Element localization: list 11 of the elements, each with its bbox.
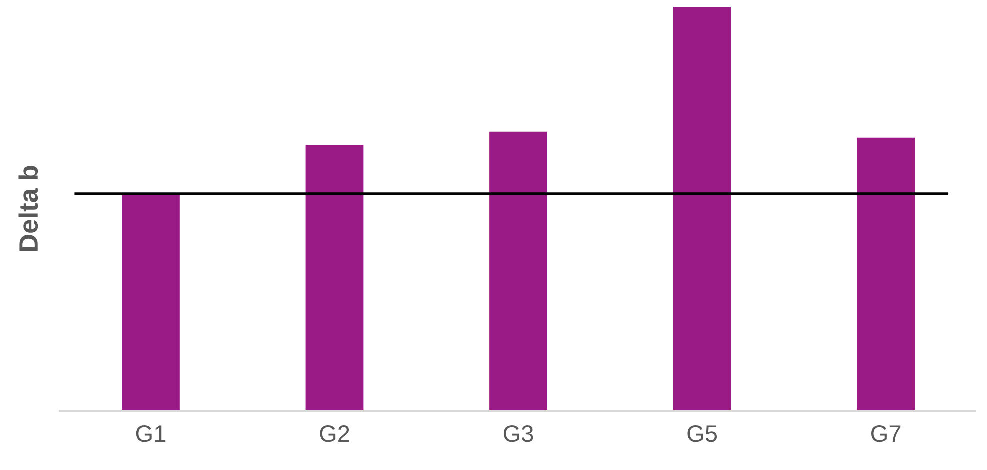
y-axis-title: Delta b: [18, 166, 38, 252]
bar: [490, 132, 548, 411]
bar: [673, 7, 732, 411]
x-tick-label: G7: [871, 426, 901, 442]
bar: [306, 145, 364, 411]
x-tick-label: G2: [320, 426, 350, 442]
x-tick-label: G3: [504, 426, 534, 442]
x-tick-label: G1: [136, 426, 166, 442]
bar: [122, 194, 180, 411]
x-tick-label: G5: [688, 426, 718, 442]
bar: [857, 138, 915, 411]
